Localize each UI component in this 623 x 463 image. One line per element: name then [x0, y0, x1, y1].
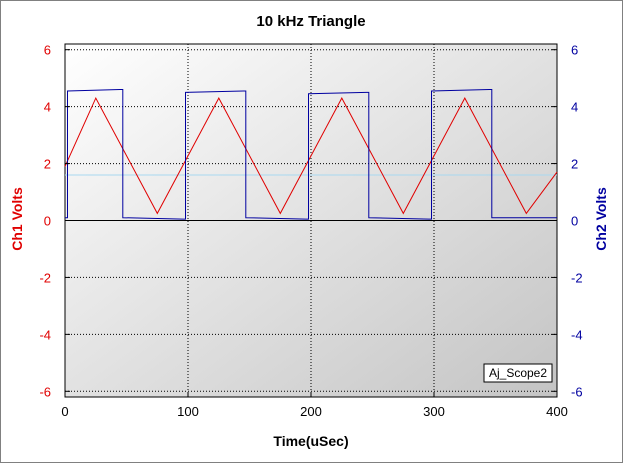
x-tick-label: 0 [61, 404, 68, 419]
x-tick-label: 300 [423, 404, 445, 419]
y-right-tick-label: 4 [571, 100, 578, 115]
series-ch1-line [64, 96, 558, 215]
y-left-tick-label: 2 [44, 157, 51, 172]
x-tick-label: 100 [177, 404, 199, 419]
y-right-tick-label: -6 [571, 384, 583, 399]
y-left-tick-label: -2 [39, 270, 51, 285]
x-axis-label: Time(uSec) [273, 433, 348, 449]
y-right-tick-label: -2 [571, 270, 583, 285]
scope-tag: Aj_Scope2 [483, 363, 553, 383]
scope-tag-text: Aj_Scope2 [489, 366, 547, 380]
y-right-tick-label: -4 [571, 327, 583, 342]
y-right-tick-label: 6 [571, 43, 578, 58]
y-right-tick-label: 2 [571, 157, 578, 172]
series-ch2-line [65, 89, 557, 220]
y-axis-right-label: Ch2 Volts [593, 187, 609, 251]
scope-tag-box [483, 363, 553, 383]
y-axis-left-label: Ch1 Volts [9, 187, 25, 251]
series-group [64, 89, 558, 220]
y-right-tick-label: 0 [571, 214, 578, 229]
x-tick-label: 200 [300, 404, 322, 419]
y-left-tick-label: -4 [39, 327, 51, 342]
y-left-tick-label: 6 [44, 43, 51, 58]
chart-title: 10 kHz Triangle [256, 13, 365, 30]
y-left-tick-label: -6 [39, 384, 51, 399]
grid-lines [65, 44, 557, 397]
tick-labels: 0 100 200 300 400-6 -6-4 -4-2 -20 02 24 46 6 [39, 43, 582, 419]
y-left-tick-label: 4 [44, 100, 51, 115]
x-tick-label: 400 [546, 404, 568, 419]
y-left-tick-label: 0 [44, 214, 51, 229]
